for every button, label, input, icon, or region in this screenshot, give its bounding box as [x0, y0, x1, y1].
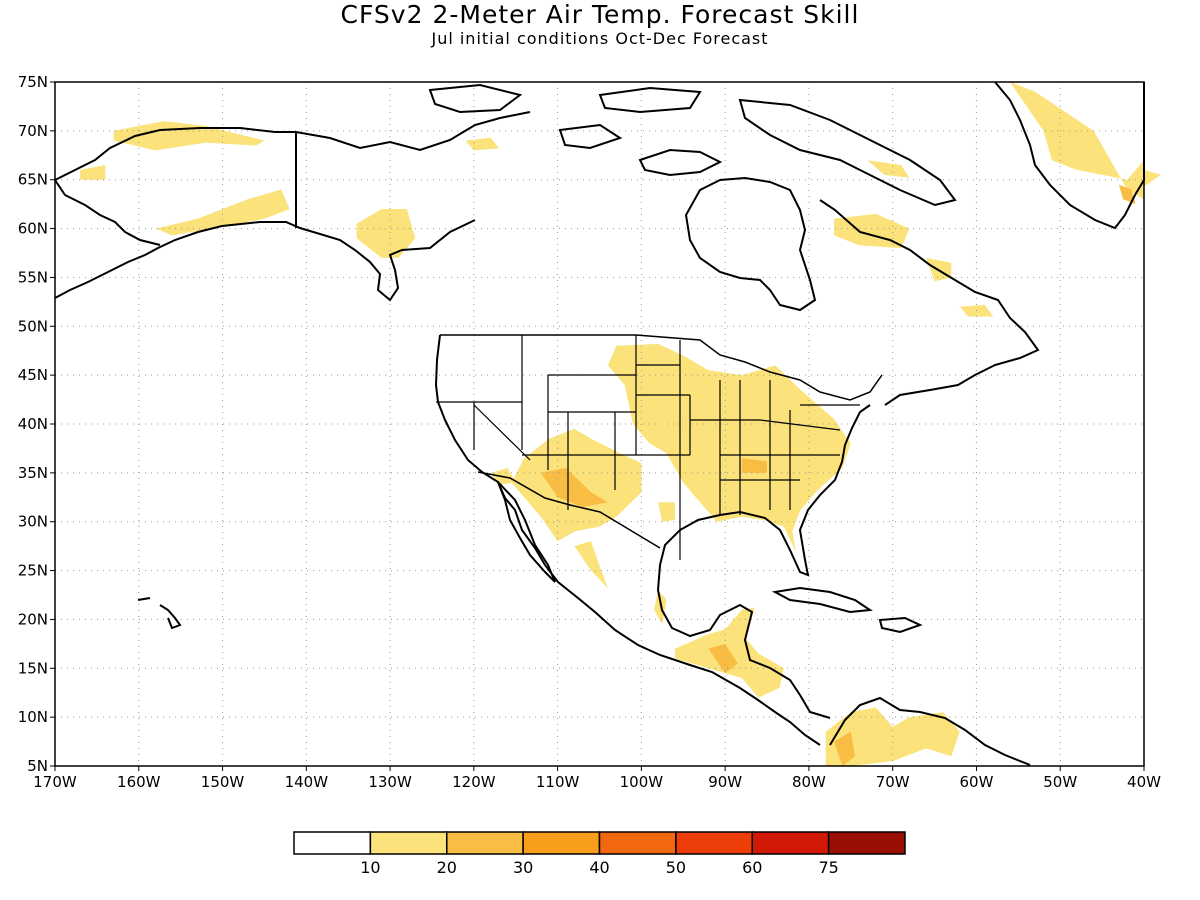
coastline-arctic-island-1 [638, 148, 723, 177]
lon-tick-label: 140W [285, 773, 329, 791]
colorbar-swatch [522, 831, 601, 855]
lat-tick-label: 70N [18, 122, 48, 140]
coastline-arctic-island-3 [428, 83, 523, 114]
coastline-arctic-island-2 [558, 123, 623, 150]
coastline-south-america [829, 696, 1031, 766]
colorbar-swatch [369, 831, 448, 855]
chart-title: CFSv2 2-Meter Air Temp. Forecast Skill [340, 0, 860, 29]
skill-region-yukon-east [465, 137, 499, 151]
skill-region-sw-core [540, 468, 608, 508]
coastline-labrador [819, 199, 1040, 406]
coastline-greenland [994, 81, 1145, 230]
skill-region-baffin [867, 160, 910, 178]
lon-tick-label: 40W [1127, 773, 1161, 791]
lon-tick-label: 120W [452, 773, 496, 791]
colorbar-label: 60 [742, 858, 762, 877]
border-us-mexico [477, 471, 661, 549]
skill-shading [80, 82, 1161, 766]
skill-region-greenland-south [1118, 184, 1136, 205]
skill-region-mexico-gulf [654, 590, 667, 625]
colorbar-swatch [293, 831, 372, 855]
coastline-arctic-island-4 [598, 86, 702, 114]
skill-region-alaska-north [113, 121, 265, 151]
colorbar-swatch [827, 831, 906, 855]
coastline-baffin [738, 98, 957, 207]
lon-tick-label: 90W [708, 773, 742, 791]
us-state-borders [436, 335, 860, 560]
colorbar-swatch [675, 831, 753, 855]
lon-tick-label: 80W [792, 773, 826, 791]
lat-tick-label: 20N [18, 610, 48, 628]
lat-tick-label: 75N [18, 73, 48, 91]
coastline-cuba [771, 586, 873, 614]
lon-tick-label: 100W [620, 773, 664, 791]
lon-tick-label: 110W [536, 773, 580, 791]
map-frame [54, 81, 1145, 767]
map-axes: 5N 10N 15N 20N 25N 30N 35N 40N 45N 50N 55N 60N 65N 70… [18, 73, 1161, 791]
skill-region-bc-coast [356, 209, 416, 258]
lat-tick-label: 25N [18, 562, 48, 580]
colorbar-label: 10 [360, 858, 380, 877]
lat-tick-label: 30N [18, 513, 48, 531]
skill-region-alaska-south [155, 189, 290, 236]
coastline-alaska [54, 219, 476, 302]
lat-tick-label: 60N [18, 220, 48, 238]
coastline-baja [497, 481, 556, 583]
colorbar-label: 75 [818, 858, 838, 877]
coastline-alaska-north [54, 111, 531, 181]
lat-tick-label: 45N [18, 366, 48, 384]
coastlines-and-borders [54, 81, 1145, 766]
skill-region-greenland-east [1144, 169, 1161, 187]
skill-region-west-alaska [80, 165, 106, 180]
skill-region-us-central-east [607, 343, 851, 553]
colorbar: 10 20 30 40 50 60 75 [293, 831, 906, 877]
lon-tick-label: 160W [117, 773, 161, 791]
coastline-hudson-bay [684, 176, 817, 312]
map-gridlines [55, 82, 1144, 766]
coastline-gulf [656, 404, 871, 719]
lon-tick-label: 50W [1043, 773, 1077, 791]
lon-tick-label: 170W [33, 773, 77, 791]
colorbar-label: 30 [513, 858, 533, 877]
colorbar-label: 50 [666, 858, 686, 877]
chart-subtitle: Jul initial conditions Oct-Dec Forecast [431, 29, 769, 48]
lat-tick-label: 50N [18, 317, 48, 335]
lat-tick-label: 55N [18, 268, 48, 286]
skill-region-texas-gulf [658, 502, 675, 522]
coastline-alaska-west [54, 179, 161, 246]
skill-region-greenland-west [1010, 82, 1144, 200]
lon-tick-label: 130W [368, 773, 412, 791]
coastline-hawaii [137, 597, 182, 630]
colorbar-swatch [751, 831, 830, 855]
coastline-hispaniola [878, 616, 923, 634]
skill-region-mexico-west [574, 541, 608, 589]
lat-tick-label: 40N [18, 415, 48, 433]
lat-tick-label: 10N [18, 708, 48, 726]
lat-tick-label: 15N [18, 659, 48, 677]
skill-region-guatemala [708, 643, 738, 674]
border-canada-us [440, 334, 883, 401]
lon-tick-label: 70W [876, 773, 910, 791]
colorbar-label: 20 [437, 858, 457, 877]
skill-region-colombia-core [834, 731, 855, 766]
lon-tick-label: 60W [960, 773, 994, 791]
colorbar-label: 40 [589, 858, 609, 877]
colorbar-swatch [598, 831, 677, 855]
skill-region-tn-valley [741, 458, 767, 473]
lon-tick-label: 150W [201, 773, 245, 791]
lat-tick-label: 35N [18, 464, 48, 482]
lat-tick-label: 5N [27, 757, 48, 775]
colorbar-swatch [446, 831, 524, 855]
lat-tick-label: 65N [18, 171, 48, 189]
